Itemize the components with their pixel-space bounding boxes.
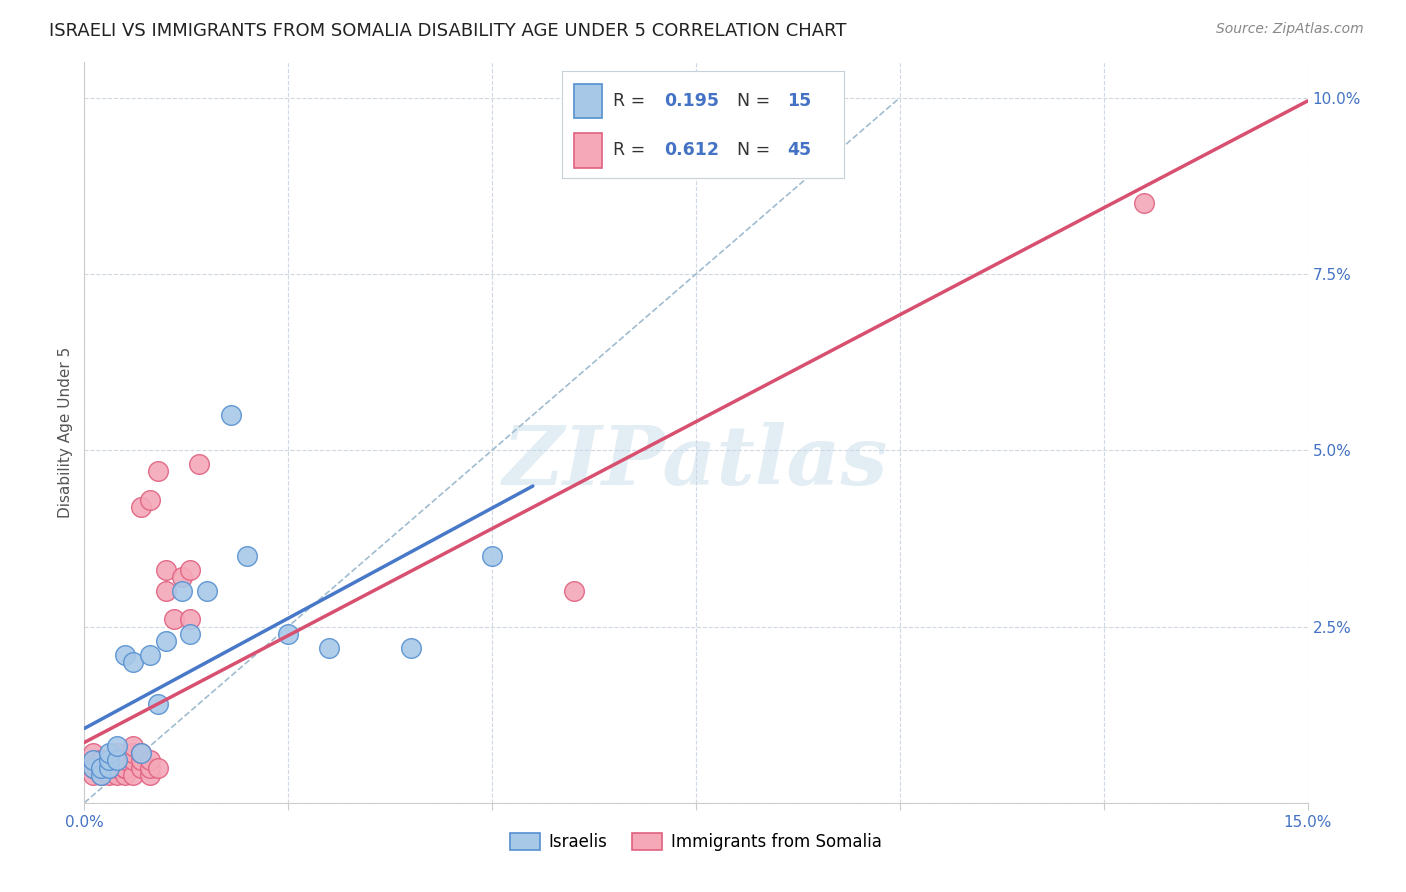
Text: R =: R = xyxy=(613,92,651,110)
Point xyxy=(399,640,422,655)
Point xyxy=(172,584,194,599)
Point xyxy=(82,760,104,774)
Point xyxy=(114,648,136,662)
Point xyxy=(138,492,160,507)
Point xyxy=(105,767,128,781)
Text: N =: N = xyxy=(737,141,776,159)
Point xyxy=(146,760,169,774)
Text: 0.612: 0.612 xyxy=(664,141,718,159)
Y-axis label: Disability Age Under 5: Disability Age Under 5 xyxy=(58,347,73,518)
Point xyxy=(97,754,120,768)
Point xyxy=(114,760,136,774)
Text: N =: N = xyxy=(737,92,776,110)
Point xyxy=(131,500,153,514)
Point xyxy=(277,626,299,640)
Point xyxy=(90,767,112,781)
Point xyxy=(97,760,120,774)
Point xyxy=(90,760,112,774)
Point xyxy=(82,747,104,761)
Point xyxy=(236,549,259,563)
Text: 15: 15 xyxy=(787,92,811,110)
Point xyxy=(105,747,128,761)
Point xyxy=(90,767,112,781)
Point xyxy=(219,408,242,422)
Point xyxy=(82,767,104,781)
Point xyxy=(179,612,201,626)
Point xyxy=(481,549,503,563)
Point xyxy=(195,584,218,599)
Point xyxy=(172,570,194,584)
Point xyxy=(179,563,201,577)
Text: ZIPatlas: ZIPatlas xyxy=(503,422,889,502)
Point xyxy=(1133,196,1156,211)
Point xyxy=(138,767,160,781)
Text: Source: ZipAtlas.com: Source: ZipAtlas.com xyxy=(1216,22,1364,37)
Point xyxy=(105,754,128,768)
Point xyxy=(97,754,120,768)
Point xyxy=(131,747,153,761)
Text: ISRAELI VS IMMIGRANTS FROM SOMALIA DISABILITY AGE UNDER 5 CORRELATION CHART: ISRAELI VS IMMIGRANTS FROM SOMALIA DISAB… xyxy=(49,22,846,40)
Point xyxy=(155,563,177,577)
FancyBboxPatch shape xyxy=(574,84,602,119)
FancyBboxPatch shape xyxy=(574,134,602,168)
Point xyxy=(122,747,145,761)
Point xyxy=(131,760,153,774)
Point xyxy=(155,584,177,599)
Point xyxy=(105,754,128,768)
Point xyxy=(562,584,585,599)
Point xyxy=(97,754,120,768)
Point xyxy=(97,767,120,781)
Point xyxy=(105,739,128,754)
Point xyxy=(187,458,209,472)
Point xyxy=(138,648,160,662)
Point xyxy=(82,754,104,768)
Point xyxy=(122,767,145,781)
Legend: Israelis, Immigrants from Somalia: Israelis, Immigrants from Somalia xyxy=(503,826,889,857)
Text: 0.195: 0.195 xyxy=(664,92,718,110)
Point xyxy=(82,760,104,774)
Point xyxy=(163,612,186,626)
Point xyxy=(155,633,177,648)
Point xyxy=(114,760,136,774)
Point xyxy=(138,760,160,774)
Point xyxy=(131,747,153,761)
Point xyxy=(90,760,112,774)
Point xyxy=(114,754,136,768)
Point xyxy=(131,754,153,768)
Point xyxy=(97,760,120,774)
Point xyxy=(105,760,128,774)
Point xyxy=(122,655,145,669)
Point xyxy=(90,754,112,768)
Point xyxy=(90,754,112,768)
Text: 45: 45 xyxy=(787,141,811,159)
Point xyxy=(318,640,340,655)
Point xyxy=(114,767,136,781)
Point xyxy=(97,747,120,761)
Point xyxy=(122,739,145,754)
Point xyxy=(138,754,160,768)
Point xyxy=(114,760,136,774)
Text: R =: R = xyxy=(613,141,651,159)
Point xyxy=(122,754,145,768)
Point xyxy=(97,760,120,774)
Point xyxy=(82,754,104,768)
Point xyxy=(146,464,169,478)
Point xyxy=(179,626,201,640)
Point xyxy=(146,697,169,711)
